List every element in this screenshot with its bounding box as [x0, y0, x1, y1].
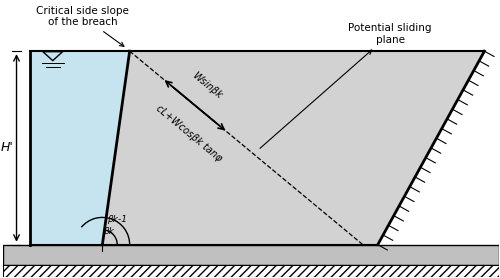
Text: cL+Wcosβk tanφ: cL+Wcosβk tanφ [154, 103, 224, 164]
Polygon shape [102, 51, 484, 245]
Text: Wsinβk: Wsinβk [190, 70, 224, 101]
Text: Critical side slope
of the breach: Critical side slope of the breach [36, 6, 129, 46]
Text: βk-1: βk-1 [108, 215, 128, 224]
Text: βk: βk [103, 227, 114, 236]
Polygon shape [3, 265, 500, 277]
Polygon shape [3, 245, 500, 265]
Text: Potential sliding
plane: Potential sliding plane [260, 23, 432, 148]
Text: H': H' [0, 142, 13, 155]
Polygon shape [30, 51, 130, 245]
